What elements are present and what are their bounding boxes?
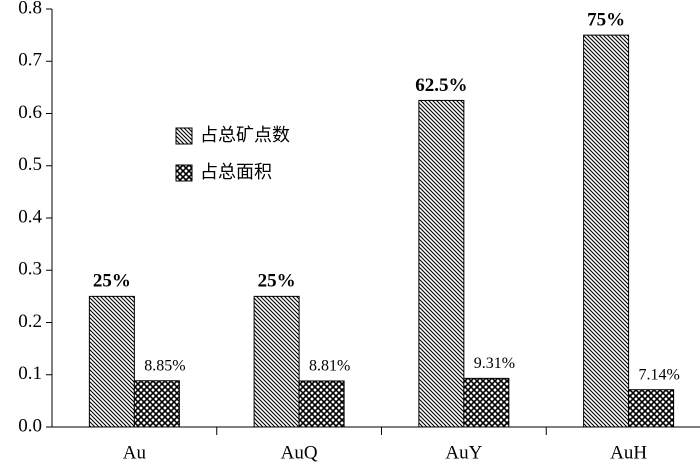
x-tick-label: Au — [123, 442, 147, 463]
y-tick-label: 0.8 — [18, 0, 42, 18]
bar — [133, 380, 180, 428]
value-label: 25% — [93, 271, 131, 292]
bar — [253, 295, 300, 428]
y-tick-label: 0.4 — [18, 206, 42, 227]
bar — [88, 295, 135, 428]
x-tick-label: AuQ — [281, 442, 318, 463]
value-label: 8.85% — [144, 357, 185, 374]
y-tick-label: 0.1 — [18, 363, 42, 384]
value-label: 62.5% — [415, 75, 467, 96]
value-label: 25% — [258, 271, 296, 292]
y-tick-label: 0.6 — [18, 102, 42, 123]
y-tick-label: 0.3 — [18, 259, 42, 280]
value-label: 8.81% — [309, 358, 350, 375]
legend-label: 占总面积 — [200, 162, 272, 183]
value-label: 9.31% — [474, 355, 515, 372]
bar — [583, 34, 630, 428]
value-label: 75% — [587, 9, 625, 30]
x-tick-label: AuH — [610, 442, 647, 463]
bar — [463, 377, 510, 428]
y-tick-label: 0.5 — [18, 154, 42, 175]
legend-swatch — [175, 127, 193, 145]
y-tick-label: 0.0 — [18, 415, 42, 436]
bar — [418, 99, 465, 428]
value-label: 7.14% — [638, 366, 679, 383]
legend-label: 占总矿点数 — [200, 125, 290, 146]
bar — [628, 389, 675, 428]
y-tick-label: 0.7 — [18, 50, 42, 71]
y-tick-label: 0.2 — [18, 311, 42, 332]
legend-swatch — [175, 164, 193, 182]
bar — [298, 380, 345, 428]
x-tick-label: AuY — [445, 442, 482, 463]
